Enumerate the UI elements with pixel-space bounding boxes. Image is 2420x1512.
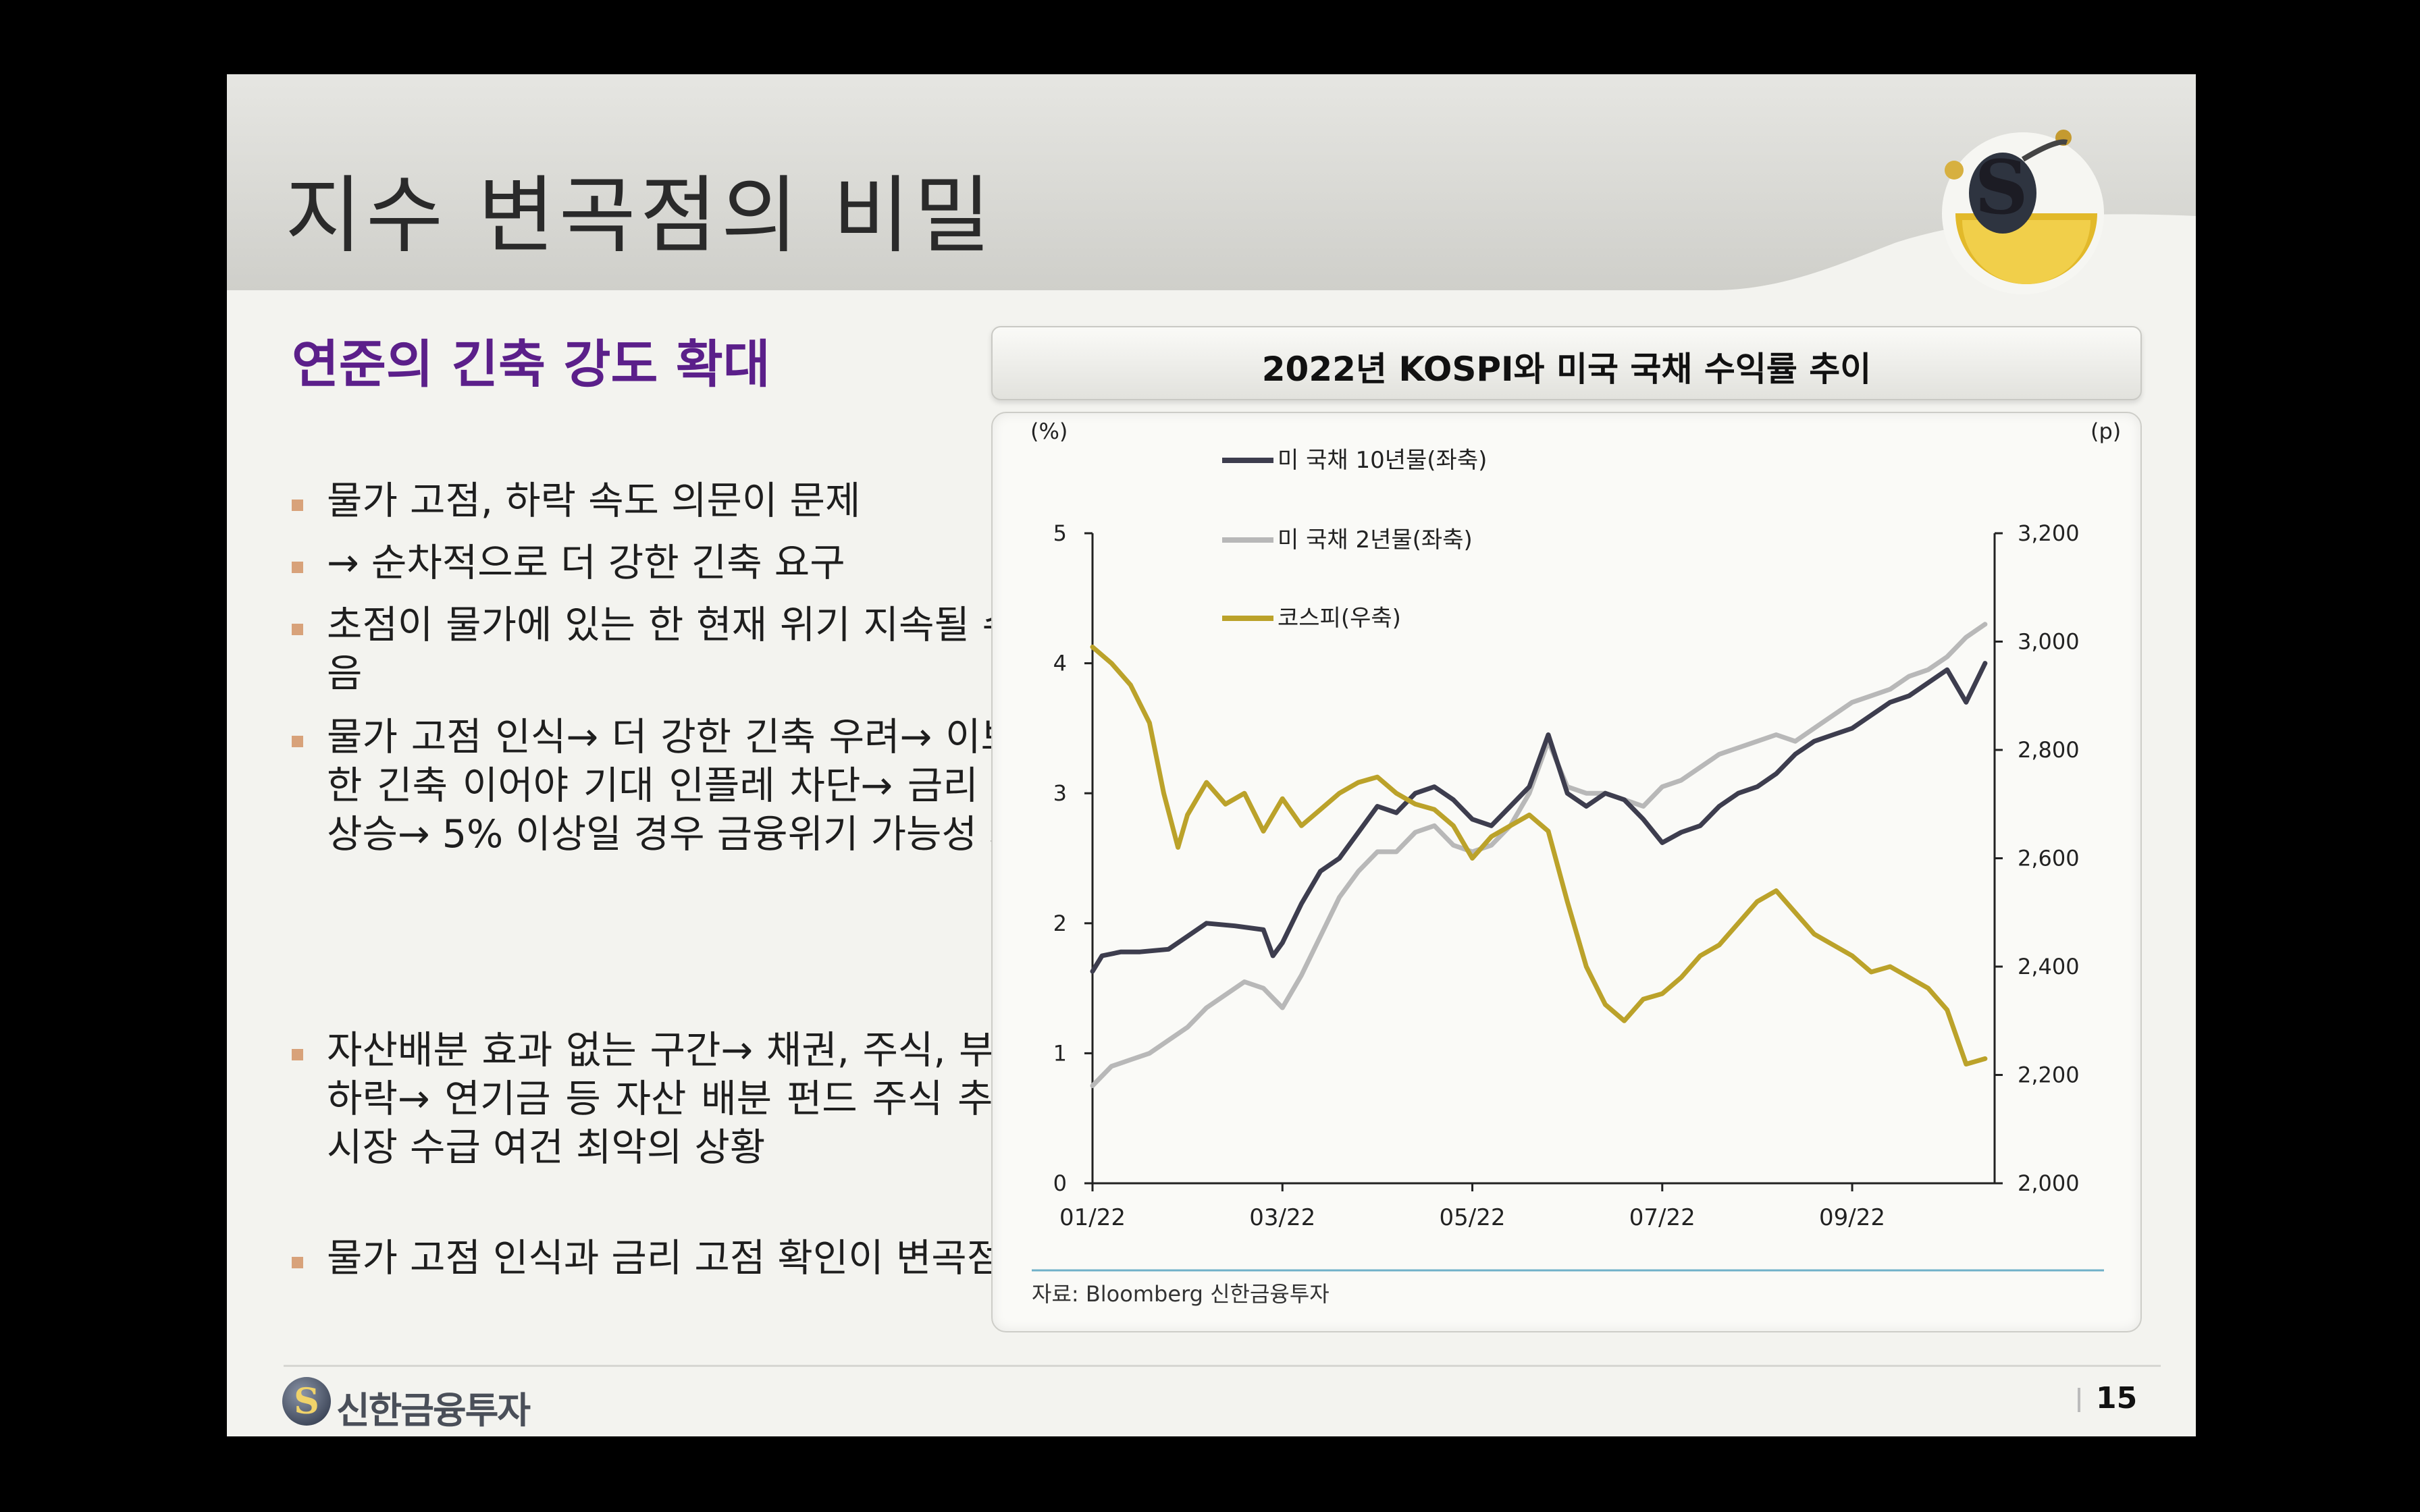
y-right-tick-label: 2,200 xyxy=(2018,1062,2080,1088)
chart-series xyxy=(1090,622,1988,1088)
page-number: 15 xyxy=(2096,1381,2138,1415)
bullet-marker xyxy=(292,624,303,635)
y-right-unit: (p) xyxy=(2090,418,2121,444)
slide-title: 지수 변곡점의 비밀 xyxy=(285,167,995,265)
bullet-marker xyxy=(292,736,303,747)
chart-panel xyxy=(991,412,2142,1332)
svg-text:S: S xyxy=(294,1381,319,1422)
bullet-marker xyxy=(292,500,303,511)
y-left-tick-label: 5 xyxy=(1053,520,1067,546)
chart-title: 2022년 KOSPI와 미국 국채 수익률 추이 xyxy=(1261,350,1872,389)
chart-legend: 미 국채 10년물(좌축) 미 국채 2년물(좌축) 코스피(우축) xyxy=(1222,447,1487,632)
footer-divider xyxy=(284,1365,2161,1367)
y-left-tick-label: 3 xyxy=(1053,780,1067,806)
y-left-unit: (%) xyxy=(1030,418,1068,444)
page-separator xyxy=(2078,1388,2080,1412)
x-tick-label: 05/22 xyxy=(1440,1204,1506,1231)
legend-label: 미 국채 2년물(좌축) xyxy=(1278,526,1473,554)
shinhan-logo-icon: S xyxy=(282,1377,331,1426)
x-tick-label: 07/22 xyxy=(1629,1204,1695,1231)
x-tick-label: 03/22 xyxy=(1249,1204,1315,1231)
y-right-tick-label: 2,800 xyxy=(2018,737,2080,763)
legend-label: 코스피(우축) xyxy=(1278,605,1401,632)
bullet-text: → 순차적으로 더 강한 긴축 요구 xyxy=(327,541,845,585)
bullet-marker xyxy=(292,1257,303,1268)
legend-label: 미 국채 10년물(좌축) xyxy=(1278,447,1487,474)
line-chart: 0 1 2 3 4 5 2,000 2,200 2,400 2,600 2,800 3,000 3,20… xyxy=(1030,418,2121,1307)
y-right-tick-label: 2,400 xyxy=(2018,954,2080,979)
series-line-1 xyxy=(1090,622,1988,1088)
chart-source: 자료: Bloomberg 신한금융투자 xyxy=(1032,1281,1330,1307)
svg-text:S: S xyxy=(1974,144,2028,231)
chart-axes: 0 1 2 3 4 5 2,000 2,200 2,400 2,600 2,800 3,000 3,20… xyxy=(1030,418,2121,1231)
series-line-2 xyxy=(1090,645,1988,1066)
bullet-text: 물가 고점 인식과 금리 고점 확인이 변곡점 xyxy=(327,1236,1003,1280)
y-right-tick-label: 3,000 xyxy=(2018,629,2080,655)
x-tick-label: 01/22 xyxy=(1059,1204,1126,1231)
y-right-tick-label: 2,000 xyxy=(2018,1170,2080,1196)
y-left-tick-label: 4 xyxy=(1053,651,1067,676)
y-left-tick-label: 0 xyxy=(1053,1170,1067,1196)
y-left-tick-label: 1 xyxy=(1053,1040,1067,1066)
footer-brand: 신한금융투자 xyxy=(336,1389,531,1432)
bullet-marker xyxy=(292,1049,303,1060)
y-right-tick-label: 2,600 xyxy=(2018,846,2080,871)
bullet-text: 물가 고점, 하락 속도 의문이 문제 xyxy=(327,479,861,523)
section-heading: 연준의 긴축 강도 확대 xyxy=(292,334,770,394)
bullet-marker xyxy=(292,562,303,573)
chart-title-bar: 2022년 KOSPI와 미국 국채 수익률 추이 xyxy=(991,326,2142,400)
y-right-tick-label: 3,200 xyxy=(2018,520,2080,546)
title-band xyxy=(227,74,2196,290)
y-left-tick-label: 2 xyxy=(1053,911,1067,936)
x-tick-label: 09/22 xyxy=(1819,1204,1885,1231)
series-line-0 xyxy=(1090,661,1988,974)
mascot-logo-icon: S xyxy=(1942,130,2104,294)
